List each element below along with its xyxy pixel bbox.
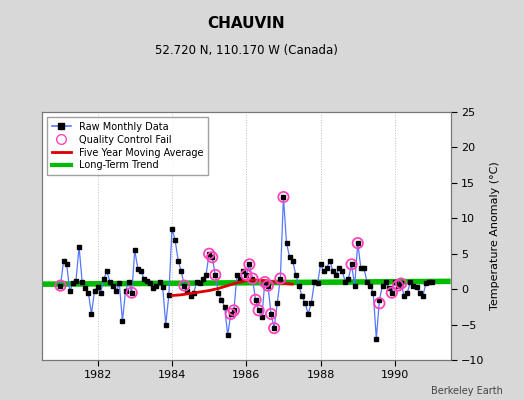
Text: CHAUVIN: CHAUVIN	[208, 16, 285, 31]
Text: 52.720 N, 110.170 W (Canada): 52.720 N, 110.170 W (Canada)	[155, 44, 337, 57]
Point	[208, 254, 216, 260]
Point	[230, 307, 238, 314]
Point	[347, 261, 356, 268]
Y-axis label: Temperature Anomaly (°C): Temperature Anomaly (°C)	[490, 162, 500, 310]
Point	[260, 279, 269, 285]
Point	[375, 300, 384, 306]
Point	[211, 272, 220, 278]
Point	[245, 261, 254, 268]
Point	[279, 194, 288, 200]
Point	[267, 311, 275, 317]
Point	[388, 290, 396, 296]
Point	[255, 307, 263, 314]
Point	[56, 282, 64, 289]
Legend: Raw Monthly Data, Quality Control Fail, Five Year Moving Average, Long-Term Tren: Raw Monthly Data, Quality Control Fail, …	[47, 117, 208, 175]
Point	[205, 250, 213, 257]
Point	[397, 280, 405, 287]
Point	[242, 272, 250, 278]
Text: Berkeley Earth: Berkeley Earth	[431, 386, 503, 396]
Point	[354, 240, 362, 246]
Point	[394, 282, 402, 289]
Point	[270, 325, 278, 331]
Point	[226, 311, 235, 317]
Point	[252, 296, 260, 303]
Point	[127, 290, 136, 296]
Point	[180, 282, 189, 289]
Point	[248, 275, 257, 282]
Point	[276, 275, 285, 282]
Point	[264, 282, 272, 289]
